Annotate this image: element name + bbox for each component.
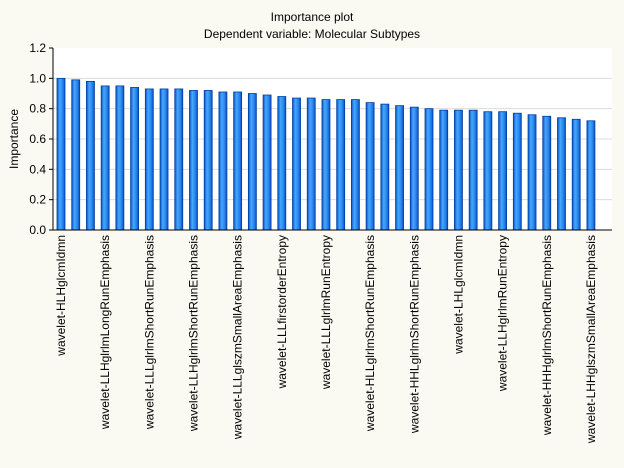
bar [306, 97, 316, 231]
y-tick-label: 1.0 [29, 71, 46, 85]
bar [115, 85, 125, 231]
x-tick-label: wavelet-LLLfirstorderEntropy [275, 235, 289, 389]
bar [247, 93, 257, 231]
bar [380, 103, 390, 231]
bar [557, 117, 566, 231]
bar [292, 97, 301, 231]
x-tick-label: wavelet-LHHglszmSmallAreaEmphasis [584, 235, 598, 444]
y-tick-label: 0.0 [29, 223, 46, 237]
x-tick-label: wavelet-LLHglrlmRunEntropy [496, 235, 510, 392]
bar [189, 90, 198, 231]
x-tick-label: wavelet-LLLglrlmShortRunEmphasis [142, 235, 156, 430]
bar [527, 114, 537, 231]
bar [218, 91, 228, 231]
y-tick-label: 0.8 [29, 102, 46, 116]
bar [439, 109, 449, 231]
y-tick-label: 0.4 [29, 162, 46, 176]
bar [365, 102, 375, 231]
bar [424, 108, 434, 231]
bar [542, 115, 552, 231]
y-axis: 0.0 0.2 0.4 0.6 0.8 1.0 1.2 [29, 41, 53, 237]
bar [483, 111, 493, 231]
bar [350, 99, 360, 231]
x-tick-label: wavelet-LLHglrlmShortRunEmphasis [186, 235, 200, 432]
bar [321, 99, 331, 231]
bar [174, 88, 184, 231]
y-tick-label: 0.2 [29, 193, 46, 207]
bar [203, 90, 213, 231]
bar [130, 87, 140, 231]
y-tick-label: 0.6 [29, 132, 46, 146]
bar [233, 91, 243, 231]
x-tick-label: wavelet-LLLglrlmRunEntropy [319, 235, 333, 390]
bar [586, 120, 596, 231]
bar [86, 80, 95, 231]
x-tick-label: wavelet-HLHglcmIdmn [54, 235, 68, 357]
chart-subtitle: Dependent variable: Molecular Subtypes [204, 27, 420, 41]
x-tick-label: wavelet-LLLglszmSmallAreaEmphasis [231, 235, 245, 440]
y-axis-label: Importance [7, 109, 21, 169]
bar [56, 77, 66, 231]
bar [159, 88, 169, 231]
bar [409, 106, 419, 231]
x-axis-labels: wavelet-HLHglcmIdmn wavelet-LLHglrlmLongR… [54, 235, 598, 444]
x-tick-label: wavelet-LHLglcmIdmn [451, 235, 465, 355]
bar [395, 105, 404, 231]
bar [71, 79, 81, 231]
bar [498, 111, 508, 231]
x-tick-label: wavelet-HHLglrlmShortRunEmphasis [407, 235, 421, 434]
bar [571, 118, 581, 231]
x-tick-label: wavelet-LLHglrlmLongRunEmphasis [98, 235, 112, 430]
chart-title: Importance plot [271, 10, 354, 24]
bar [100, 85, 110, 231]
x-tick-label: wavelet-HHHglrlmShortRunEmphasis [540, 235, 554, 436]
bar [454, 109, 463, 231]
bar [144, 88, 154, 231]
x-tick-label: wavelet-HLLglrlmShortRunEmphasis [363, 235, 377, 432]
bar [336, 99, 346, 231]
bar [512, 112, 522, 231]
y-tick-label: 1.2 [29, 41, 46, 55]
bar [277, 96, 287, 231]
bar [262, 94, 272, 231]
bar [468, 109, 478, 231]
